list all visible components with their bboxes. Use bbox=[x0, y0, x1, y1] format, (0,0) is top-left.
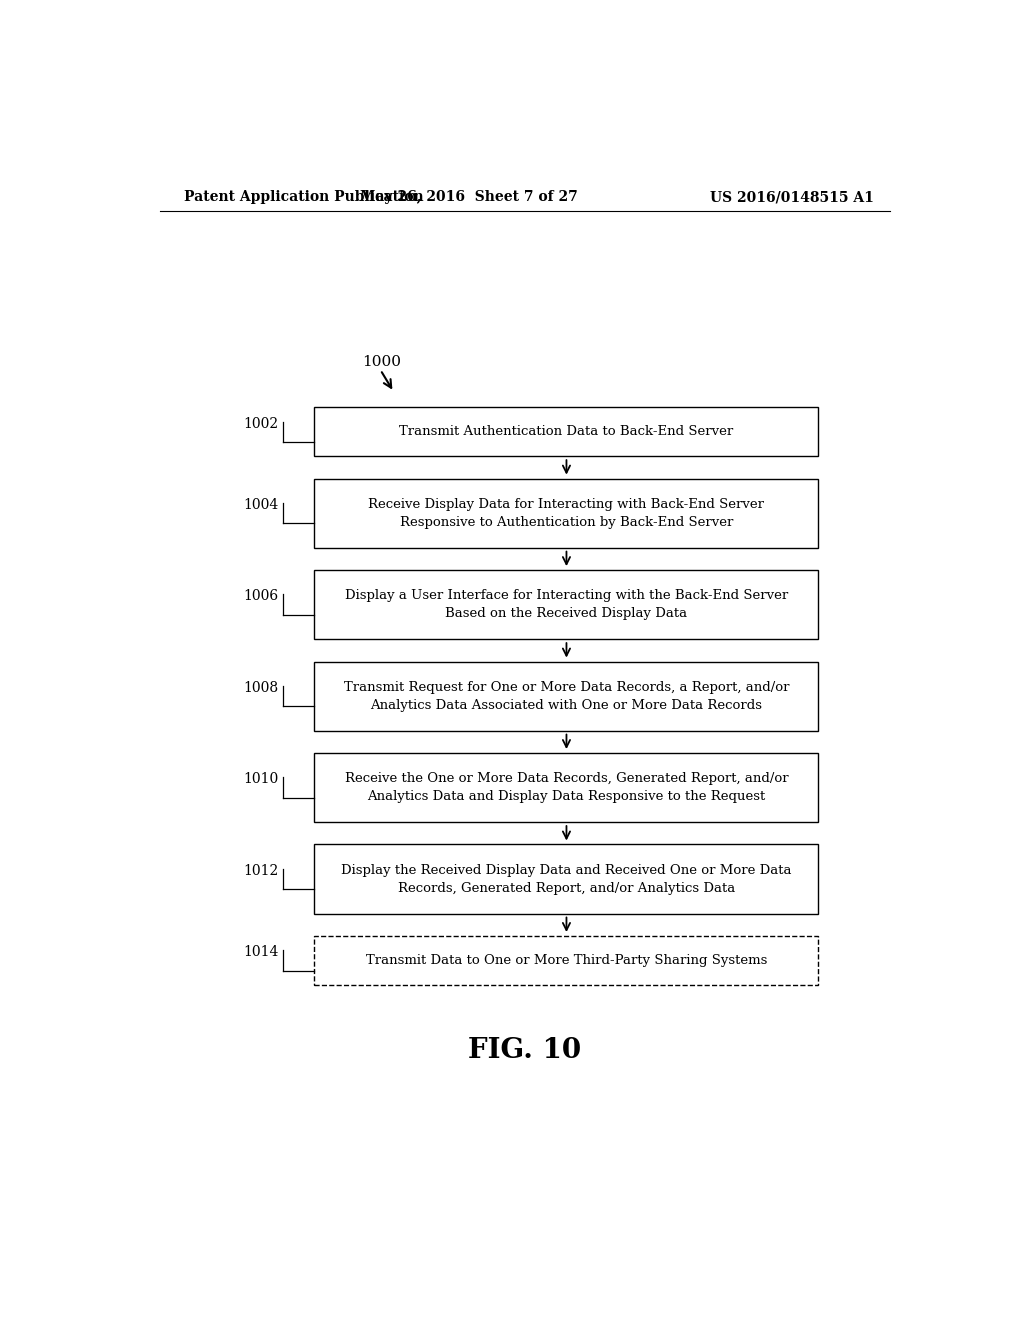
Bar bbox=[314, 661, 818, 731]
Text: Receive Display Data for Interacting with Back-End Server
Responsive to Authenti: Receive Display Data for Interacting wit… bbox=[369, 498, 765, 528]
Text: Display a User Interface for Interacting with the Back-End Server
Based on the R: Display a User Interface for Interacting… bbox=[345, 589, 788, 620]
Text: 1002: 1002 bbox=[244, 417, 279, 430]
Text: FIG. 10: FIG. 10 bbox=[468, 1038, 582, 1064]
Text: Transmit Request for One or More Data Records, a Report, and/or
Analytics Data A: Transmit Request for One or More Data Re… bbox=[344, 681, 790, 711]
Bar bbox=[314, 936, 818, 985]
Bar bbox=[314, 752, 818, 822]
Text: 1000: 1000 bbox=[362, 355, 401, 368]
Text: Receive the One or More Data Records, Generated Report, and/or
Analytics Data an: Receive the One or More Data Records, Ge… bbox=[345, 772, 788, 803]
Text: 1004: 1004 bbox=[244, 498, 279, 512]
Text: 1006: 1006 bbox=[244, 590, 279, 603]
Text: Transmit Data to One or More Third-Party Sharing Systems: Transmit Data to One or More Third-Party… bbox=[366, 954, 767, 966]
Text: US 2016/0148515 A1: US 2016/0148515 A1 bbox=[710, 190, 873, 205]
Text: 1010: 1010 bbox=[244, 772, 279, 787]
Text: 1014: 1014 bbox=[244, 945, 279, 960]
Text: Display the Received Display Data and Received One or More Data
Records, Generat: Display the Received Display Data and Re… bbox=[341, 863, 792, 895]
Text: 1008: 1008 bbox=[244, 681, 279, 694]
Bar bbox=[314, 479, 818, 548]
Bar bbox=[314, 845, 818, 913]
Text: May 26, 2016  Sheet 7 of 27: May 26, 2016 Sheet 7 of 27 bbox=[360, 190, 579, 205]
Text: Transmit Authentication Data to Back-End Server: Transmit Authentication Data to Back-End… bbox=[399, 425, 733, 438]
Text: 1012: 1012 bbox=[244, 863, 279, 878]
Bar bbox=[314, 408, 818, 457]
Text: Patent Application Publication: Patent Application Publication bbox=[183, 190, 423, 205]
Bar bbox=[314, 570, 818, 639]
